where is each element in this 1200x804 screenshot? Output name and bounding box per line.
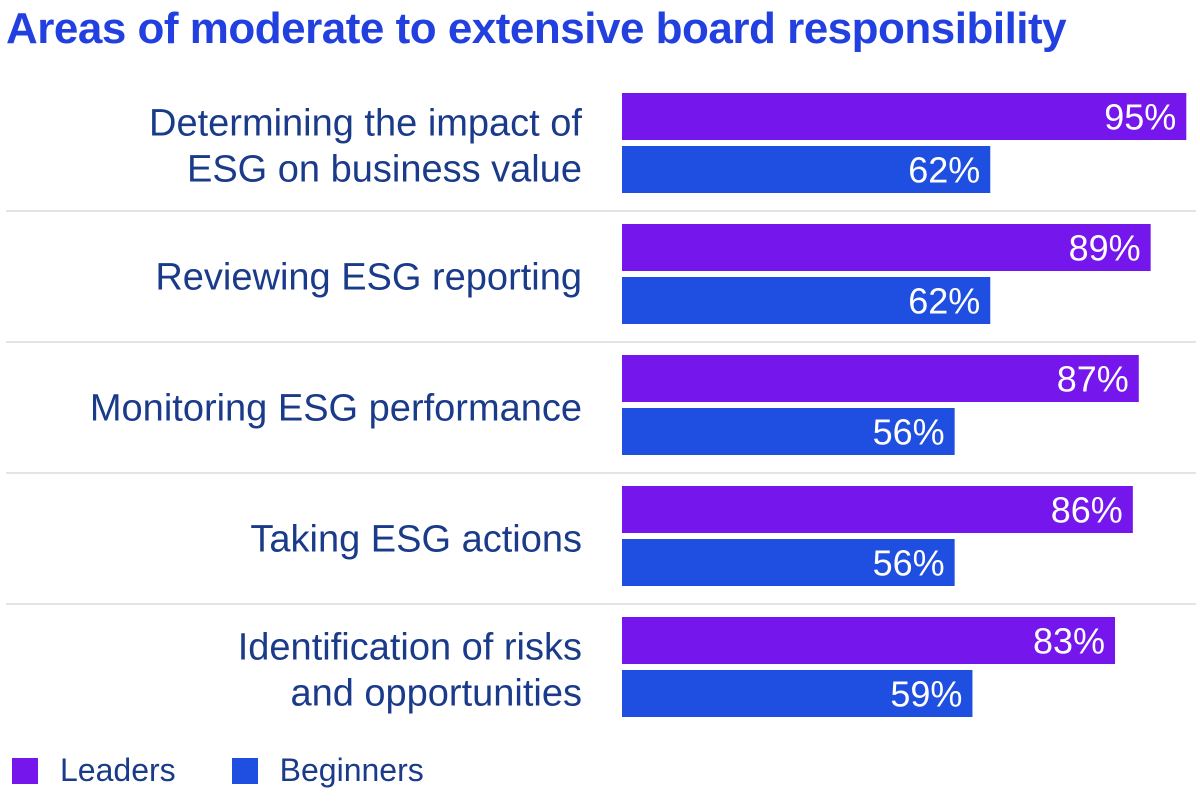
bar-beginners bbox=[622, 277, 991, 324]
bar-beginners bbox=[622, 670, 973, 717]
legend-label-beginners: Beginners bbox=[279, 752, 424, 788]
value-label: 59% bbox=[890, 674, 962, 715]
category-label: Reviewing ESG reporting bbox=[155, 256, 582, 298]
value-label: 62% bbox=[908, 281, 980, 322]
value-label: 56% bbox=[873, 412, 945, 453]
legend-swatch-leaders bbox=[12, 757, 38, 784]
category-label: Monitoring ESG performance bbox=[90, 387, 582, 429]
value-label: 95% bbox=[1104, 97, 1176, 138]
value-label: 86% bbox=[1051, 490, 1123, 531]
bar-leaders bbox=[622, 486, 1133, 533]
value-label: 87% bbox=[1057, 359, 1129, 400]
legend-swatch-beginners bbox=[231, 757, 258, 784]
chart-title: Areas of moderate to extensive board res… bbox=[6, 4, 1067, 53]
legend-label-leaders: Leaders bbox=[60, 752, 176, 788]
value-label: 83% bbox=[1033, 621, 1105, 662]
bar-leaders bbox=[622, 224, 1151, 271]
bar-leaders bbox=[622, 93, 1187, 140]
value-label: 62% bbox=[908, 150, 980, 191]
legend: Leaders Beginners bbox=[12, 752, 424, 789]
bar-beginners bbox=[622, 408, 955, 455]
legend-item-leaders[interactable]: Leaders bbox=[12, 752, 176, 789]
bar-beginners bbox=[622, 539, 955, 586]
category-label: Identification of risks and opportunities bbox=[238, 626, 582, 714]
bar-leaders bbox=[622, 617, 1116, 664]
bar-beginners bbox=[622, 146, 991, 193]
bar-leaders bbox=[622, 355, 1139, 402]
category-label: Taking ESG actions bbox=[250, 518, 582, 560]
value-label: 89% bbox=[1069, 228, 1141, 269]
legend-item-beginners[interactable]: Beginners bbox=[231, 752, 424, 789]
category-label: Determining the impact of ESG on business… bbox=[149, 102, 582, 190]
value-label: 56% bbox=[873, 543, 945, 584]
